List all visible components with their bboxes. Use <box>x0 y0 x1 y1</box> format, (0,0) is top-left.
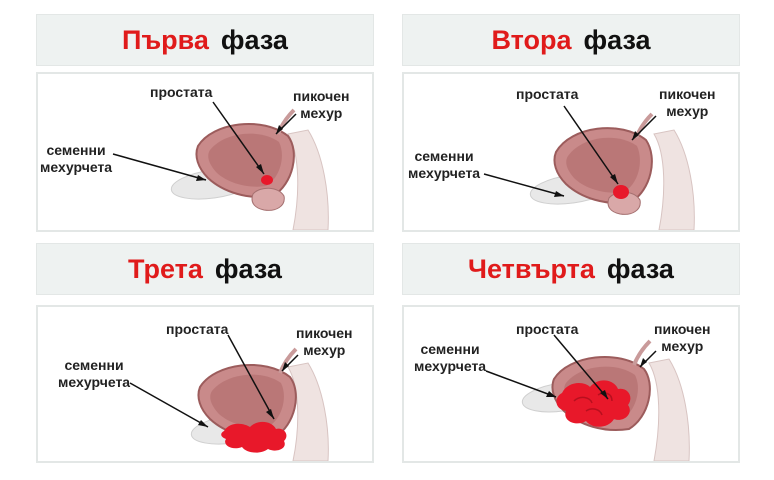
anatomy-illustration-4: простата пикочен мехур семенни мехурчета <box>402 305 740 463</box>
prostate-label: простата <box>516 321 579 337</box>
seminal-vesicles-label: семенни мехурчета <box>58 357 131 390</box>
phase-title-4: Четвърта фаза <box>402 243 740 295</box>
phase-word: фаза <box>214 253 282 284</box>
anatomy-illustration-2: простата пикочен мехур семенни мехурчета <box>402 72 740 232</box>
phase-word: фаза <box>583 24 651 55</box>
phase-number: Първа <box>122 24 209 55</box>
prostate-label: простата <box>516 86 579 102</box>
phase-title-3: Трета фаза <box>36 243 374 295</box>
phase-title-1: Първа фаза <box>36 14 374 66</box>
phase-word: фаза <box>220 24 288 55</box>
prostate-label: простата <box>150 84 213 100</box>
phase-title-2: Втора фаза <box>402 14 740 66</box>
anatomy-drawing <box>485 334 690 461</box>
anatomy-illustration-3: простата пикочен мехур семенни мехурчета <box>36 305 374 463</box>
anatomy-illustration-1: простата пикочен мехур семенни мехурчета <box>36 72 374 232</box>
bladder-label: пикочен мехур <box>296 325 353 358</box>
bladder-label: пикочен мехур <box>659 86 716 119</box>
tumor-mark <box>556 380 631 427</box>
tumor-mark <box>221 421 287 453</box>
phase-number: Четвърта <box>468 253 595 284</box>
anatomy-drawing <box>129 334 329 461</box>
phase-word: фаза <box>606 253 674 284</box>
bladder-label: пикочен мехур <box>293 88 350 121</box>
tumor-mark <box>261 175 273 185</box>
phase-number: Втора <box>491 24 572 55</box>
prostate-label: простата <box>166 321 229 337</box>
seminal-vesicles-label: семенни мехурчета <box>408 148 481 181</box>
seminal-vesicles-label: семенни мехурчета <box>40 142 113 175</box>
bladder-label: пикочен мехур <box>654 321 711 354</box>
anatomy-drawing <box>112 101 329 230</box>
seminal-vesicles-label: семенни мехурчета <box>414 341 487 374</box>
phase-number: Трета <box>128 253 203 284</box>
anatomy-drawing <box>483 105 695 230</box>
tumor-mark <box>613 185 629 199</box>
